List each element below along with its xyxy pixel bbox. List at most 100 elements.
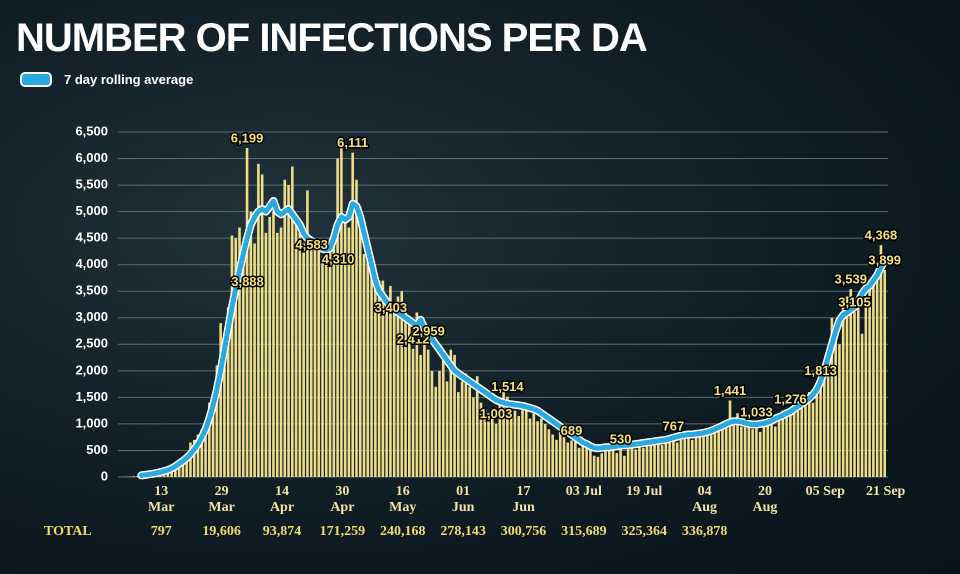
bar <box>249 211 253 477</box>
bar <box>875 264 879 477</box>
bar <box>702 429 705 477</box>
bar <box>445 381 449 477</box>
bar <box>196 434 200 477</box>
bar <box>706 434 709 477</box>
bar <box>641 447 645 477</box>
bar <box>347 227 351 477</box>
bar <box>619 448 622 477</box>
bar <box>223 344 226 477</box>
bar <box>415 312 419 477</box>
bar <box>426 349 430 477</box>
bar <box>796 402 800 477</box>
data-label: 1,441 <box>714 383 747 398</box>
bar <box>574 439 577 477</box>
bar <box>830 317 834 477</box>
bar <box>358 206 362 478</box>
bar <box>698 437 702 477</box>
bar <box>509 408 513 477</box>
total-value: 325,364 <box>621 524 667 539</box>
y-tick-label: 3,000 <box>75 309 108 324</box>
bar <box>385 296 388 477</box>
bar <box>845 296 849 477</box>
data-label: 1,003 <box>480 406 513 421</box>
x-tick-label: 13 Mar <box>148 484 175 515</box>
bar <box>645 442 649 477</box>
bar <box>453 354 456 477</box>
data-label: 3,888 <box>231 274 264 289</box>
bar <box>260 174 264 477</box>
bar <box>302 243 305 477</box>
bar <box>234 238 238 477</box>
bar <box>468 386 471 477</box>
total-value: 300,756 <box>500 524 547 539</box>
bar <box>721 429 724 477</box>
bar <box>611 450 615 477</box>
bar <box>374 272 377 477</box>
bar <box>823 370 826 477</box>
bar <box>540 418 543 477</box>
totals-label: TOTAL <box>44 524 92 539</box>
bar <box>336 158 339 478</box>
bar <box>751 429 754 477</box>
bar <box>362 254 366 477</box>
bar <box>494 423 498 477</box>
total-value: 93,874 <box>262 524 302 539</box>
bar <box>762 423 766 477</box>
bar <box>687 434 690 477</box>
bar <box>430 370 434 477</box>
bar <box>215 365 219 477</box>
y-tick-label: 2,000 <box>75 362 108 377</box>
bar <box>543 423 547 477</box>
legend-swatch <box>20 72 52 87</box>
bar <box>577 447 581 477</box>
bar <box>626 447 630 477</box>
bar <box>343 222 347 477</box>
bar <box>777 415 781 477</box>
y-tick-label: 4,000 <box>75 256 108 271</box>
x-tick-label: 20 Aug <box>752 484 778 515</box>
bar <box>736 413 739 477</box>
data-label: 3,403 <box>375 300 408 315</box>
total-value: 278,143 <box>440 524 486 539</box>
total-value: 19,606 <box>202 524 241 539</box>
bar <box>238 227 241 477</box>
bar <box>298 232 302 477</box>
bar <box>517 415 521 477</box>
bar <box>709 429 713 477</box>
bar <box>826 354 830 477</box>
bar <box>200 429 204 477</box>
bar <box>283 179 287 477</box>
bar <box>208 402 211 477</box>
bar <box>604 450 607 477</box>
bar <box>317 248 321 477</box>
bar <box>596 456 600 477</box>
bar <box>592 455 596 477</box>
bar <box>294 222 298 477</box>
bar <box>879 245 883 477</box>
data-label: 4,310 <box>322 252 355 267</box>
bar <box>555 439 558 477</box>
x-tick-label: 19 Jul <box>626 484 663 499</box>
bar <box>381 280 385 477</box>
data-label: 767 <box>663 419 685 434</box>
bar <box>758 431 762 477</box>
bar <box>773 426 777 477</box>
bar <box>306 190 309 477</box>
bar <box>819 380 822 477</box>
line-outline <box>137 197 889 480</box>
bar <box>800 405 803 477</box>
bar <box>864 296 868 477</box>
bar <box>498 402 502 477</box>
bar <box>491 418 494 477</box>
bar <box>815 394 819 477</box>
x-tick-label: 21 Sep <box>866 484 906 499</box>
bar <box>370 270 373 477</box>
y-tick-label: 1,500 <box>75 389 108 404</box>
bar <box>407 323 411 477</box>
bar <box>351 152 355 478</box>
bar <box>547 429 551 477</box>
data-label: 689 <box>561 423 583 438</box>
x-tick-label: 04 Aug <box>692 484 718 515</box>
bar <box>219 323 222 477</box>
bar <box>392 307 396 477</box>
